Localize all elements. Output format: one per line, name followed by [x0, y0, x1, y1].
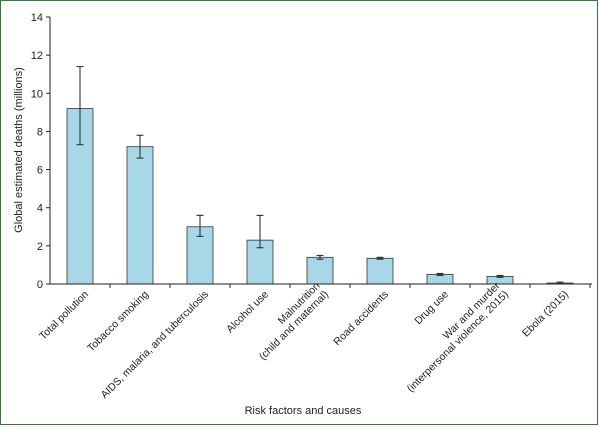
x-axis-title: Risk factors and causes [245, 405, 362, 417]
bar [126, 146, 154, 285]
bar [366, 257, 394, 285]
bar [306, 256, 334, 285]
category-label-line: Total pollution [37, 288, 91, 342]
category-label: Alcohol use [224, 288, 271, 335]
y-axis-title: Global estimated deaths (millions) [13, 67, 25, 233]
category-label: Tobacco smoking [85, 288, 151, 354]
category-label: War and murder(interpersonal violence, 2… [405, 280, 511, 395]
y-tick-label: 4 [37, 203, 43, 215]
category-label: Drug use [412, 288, 451, 327]
category-label-line: Road accidents [331, 288, 391, 348]
y-tick-label: 12 [31, 50, 43, 62]
y-tick-label: 14 [31, 12, 43, 24]
category-label-line: AIDS, malaria, and tuberculosis [98, 288, 210, 400]
y-tick-label: 6 [37, 165, 43, 177]
category-label-line: Ebola (2015) [520, 288, 571, 339]
category-label-line: Drug use [412, 288, 451, 327]
category-label: Total pollution [37, 288, 91, 342]
category-label-line: (interpersonal violence, 2015) [405, 288, 511, 394]
category-label: Ebola (2015) [520, 288, 571, 339]
category-label-line: Alcohol use [224, 288, 271, 335]
category-label: AIDS, malaria, and tuberculosis [98, 288, 210, 400]
y-tick-label: 8 [37, 126, 43, 138]
category-label-line: Tobacco smoking [85, 288, 151, 354]
y-tick-label: 10 [31, 88, 43, 100]
category-label: Road accidents [331, 288, 391, 348]
y-tick-label: 2 [37, 241, 43, 253]
y-tick-label: 0 [37, 279, 43, 291]
